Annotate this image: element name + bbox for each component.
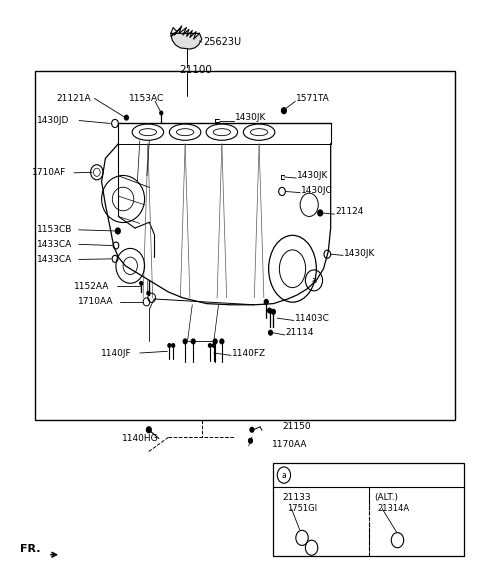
Circle shape bbox=[213, 339, 217, 344]
Circle shape bbox=[318, 210, 323, 216]
Text: 1140FZ: 1140FZ bbox=[232, 349, 266, 357]
Text: 1140JF: 1140JF bbox=[101, 349, 131, 357]
Circle shape bbox=[281, 108, 286, 113]
Text: 21121A: 21121A bbox=[56, 94, 91, 103]
Text: a: a bbox=[282, 471, 286, 479]
Text: 1153AC: 1153AC bbox=[129, 94, 165, 103]
Text: (ALT.): (ALT.) bbox=[374, 493, 398, 502]
Text: 21314A: 21314A bbox=[377, 505, 409, 513]
Bar bbox=[274, 464, 464, 557]
Circle shape bbox=[140, 281, 143, 285]
Circle shape bbox=[268, 308, 272, 313]
Text: 1430JK: 1430JK bbox=[297, 171, 329, 180]
Text: 1430JC: 1430JC bbox=[301, 186, 333, 195]
Circle shape bbox=[269, 331, 273, 335]
Text: 21114: 21114 bbox=[286, 328, 314, 337]
Circle shape bbox=[146, 427, 151, 433]
Bar bbox=[369, 486, 464, 557]
Text: 1152AA: 1152AA bbox=[74, 281, 109, 291]
Text: 1140HG: 1140HG bbox=[121, 434, 158, 443]
Text: 1571TA: 1571TA bbox=[296, 94, 330, 103]
Circle shape bbox=[116, 228, 120, 234]
Circle shape bbox=[183, 339, 187, 344]
Text: 1430JK: 1430JK bbox=[235, 113, 266, 122]
Text: 1433CA: 1433CA bbox=[37, 240, 72, 249]
Text: FR.: FR. bbox=[21, 544, 41, 554]
Text: 1430JD: 1430JD bbox=[37, 116, 70, 125]
Text: a: a bbox=[312, 276, 316, 285]
Circle shape bbox=[250, 427, 254, 432]
Circle shape bbox=[168, 344, 171, 347]
Text: 25623U: 25623U bbox=[204, 37, 242, 47]
Bar bbox=[35, 71, 455, 420]
Text: 11403C: 11403C bbox=[295, 314, 330, 322]
Circle shape bbox=[249, 439, 252, 443]
Text: 1710AA: 1710AA bbox=[78, 297, 113, 307]
Text: 1710AF: 1710AF bbox=[33, 168, 67, 178]
Circle shape bbox=[208, 344, 211, 347]
Circle shape bbox=[272, 310, 276, 314]
Text: 1170AA: 1170AA bbox=[273, 440, 308, 449]
Text: 21100: 21100 bbox=[179, 65, 212, 75]
Circle shape bbox=[172, 344, 175, 347]
Circle shape bbox=[147, 291, 150, 295]
Text: 1153CB: 1153CB bbox=[37, 225, 72, 234]
Circle shape bbox=[124, 115, 128, 120]
Text: 1751GI: 1751GI bbox=[287, 505, 317, 513]
Circle shape bbox=[192, 339, 195, 344]
Polygon shape bbox=[171, 33, 202, 49]
Text: 21133: 21133 bbox=[282, 493, 311, 502]
Text: 1430JK: 1430JK bbox=[344, 249, 375, 258]
Circle shape bbox=[212, 344, 215, 347]
Circle shape bbox=[220, 339, 224, 344]
Circle shape bbox=[264, 300, 268, 304]
Text: 21150: 21150 bbox=[282, 422, 311, 432]
Circle shape bbox=[160, 111, 163, 114]
Text: 1433CA: 1433CA bbox=[37, 255, 72, 264]
Text: 21124: 21124 bbox=[336, 207, 364, 216]
